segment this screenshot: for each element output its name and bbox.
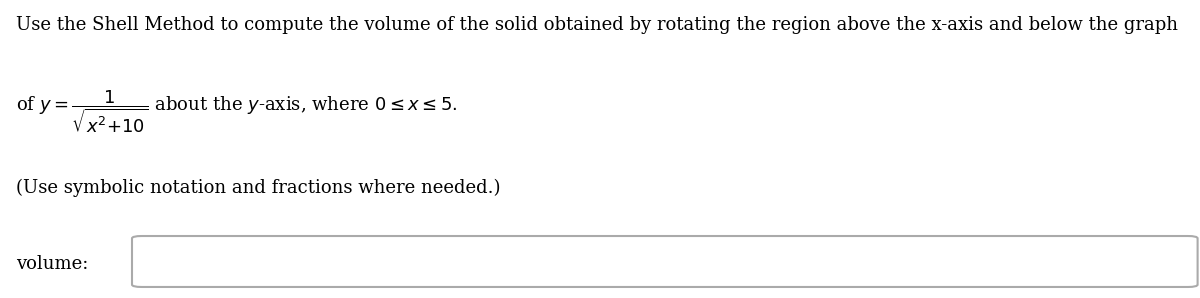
Text: (Use symbolic notation and fractions where needed.): (Use symbolic notation and fractions whe… — [16, 179, 500, 197]
Text: Use the Shell Method to compute the volume of the solid obtained by rotating the: Use the Shell Method to compute the volu… — [16, 16, 1177, 34]
FancyBboxPatch shape — [132, 236, 1198, 287]
Text: volume:: volume: — [16, 255, 88, 273]
Text: of $y = \dfrac{1}{\sqrt{x^2{+}10}}$ about the $y$-axis, where $0 \leq x \leq 5.$: of $y = \dfrac{1}{\sqrt{x^2{+}10}}$ abou… — [16, 89, 457, 136]
